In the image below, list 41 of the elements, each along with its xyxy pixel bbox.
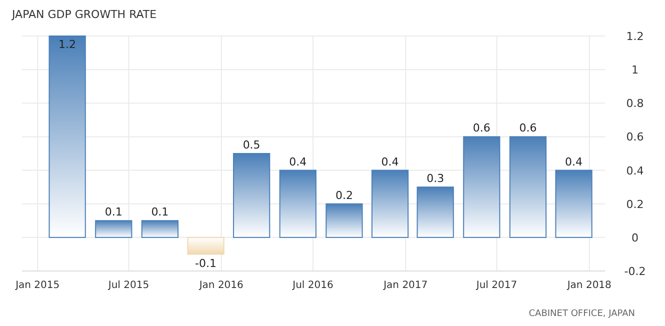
y-tick-label: -0.2 bbox=[624, 265, 646, 278]
data-label: 0.5 bbox=[242, 138, 260, 152]
x-tick-label: Jan 2015 bbox=[14, 280, 60, 291]
bar bbox=[371, 170, 409, 238]
x-tick-label: Jul 2016 bbox=[292, 280, 334, 291]
bar bbox=[509, 136, 547, 238]
data-label: 0.6 bbox=[519, 122, 537, 135]
bar bbox=[187, 236, 224, 255]
x-tick-label: Jan 2017 bbox=[382, 280, 428, 291]
data-label: 0.4 bbox=[381, 155, 399, 168]
data-label: 0.2 bbox=[335, 188, 353, 202]
y-tick-label: 0.2 bbox=[626, 198, 644, 211]
y-tick-label: 1.2 bbox=[626, 30, 644, 43]
x-tick-label: Jul 2015 bbox=[107, 280, 150, 291]
x-tick-label: Jul 2017 bbox=[475, 280, 518, 291]
bar bbox=[95, 220, 132, 238]
chart-title: JAPAN GDP GROWTH RATE bbox=[11, 8, 157, 21]
bar bbox=[279, 170, 316, 238]
y-tick-label: 0 bbox=[632, 231, 638, 244]
bar bbox=[416, 186, 454, 238]
data-label: 1.2 bbox=[58, 38, 76, 51]
data-label: 0.3 bbox=[426, 172, 444, 186]
data-label: 0.4 bbox=[565, 155, 583, 168]
bar bbox=[463, 136, 500, 238]
bar bbox=[555, 170, 592, 238]
bar bbox=[326, 203, 363, 238]
data-label: 0.6 bbox=[472, 122, 490, 135]
y-tick-label: 0.8 bbox=[626, 97, 644, 110]
bar bbox=[141, 220, 179, 238]
y-tick-label: 1 bbox=[632, 64, 638, 77]
data-label: 0.4 bbox=[289, 155, 307, 168]
x-tick-label: Jan 2016 bbox=[198, 280, 244, 291]
x-tick-label: Jan 2018 bbox=[566, 280, 612, 291]
data-label: -0.1 bbox=[195, 257, 216, 270]
y-tick-label: 0.4 bbox=[626, 164, 644, 178]
y-tick-label: 0.6 bbox=[626, 130, 644, 144]
data-label: 0.1 bbox=[151, 206, 169, 219]
text: CABINET OFFICE, JAPAN bbox=[528, 309, 635, 319]
bar bbox=[48, 36, 86, 238]
bar bbox=[233, 153, 270, 238]
data-label: 0.1 bbox=[104, 206, 122, 219]
